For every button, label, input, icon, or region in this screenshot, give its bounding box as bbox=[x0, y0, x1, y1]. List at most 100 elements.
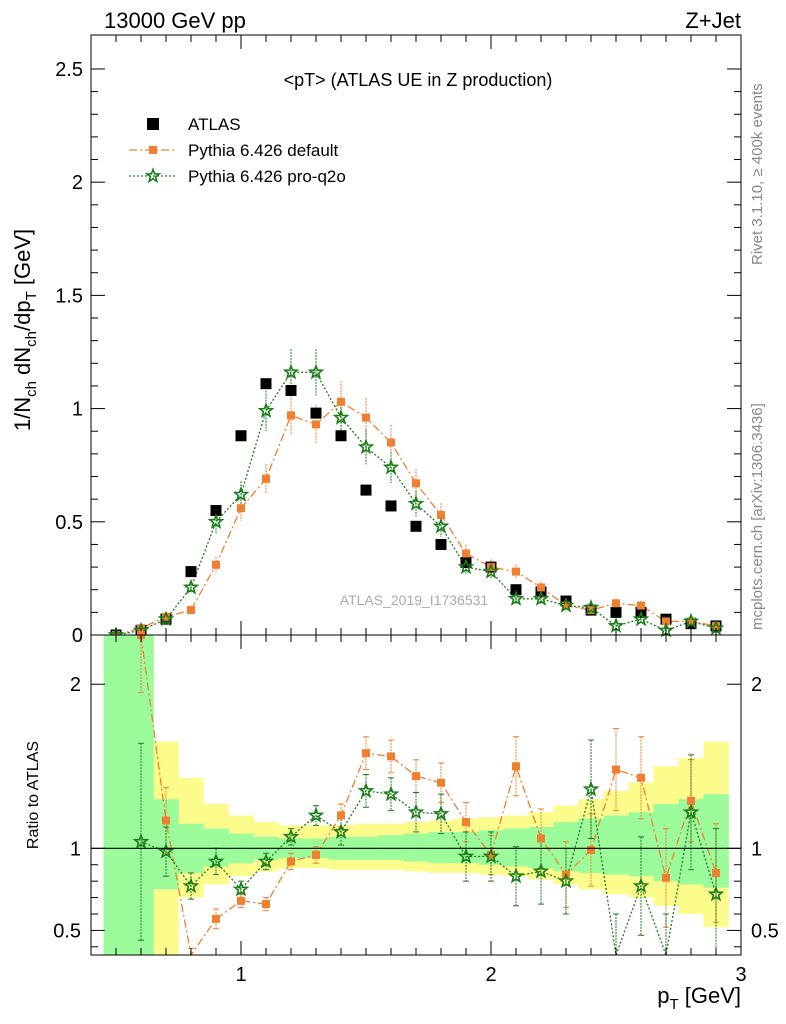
x-tick-label: 2 bbox=[485, 964, 496, 986]
atlas-point bbox=[285, 384, 297, 396]
green-band-bin bbox=[203, 828, 229, 867]
side-label-mcplots: mcplots.cern.ch [arXiv:1306.3436] bbox=[749, 403, 766, 630]
proq2o-point bbox=[432, 517, 450, 534]
legend-marker-atlas bbox=[147, 118, 159, 130]
header-right: Z+Jet bbox=[685, 8, 741, 33]
ratio-proq2o-point bbox=[457, 847, 475, 864]
ratio-proq2o-point bbox=[507, 867, 525, 884]
ratio-default-point bbox=[387, 752, 395, 761]
proq2o-point bbox=[232, 485, 250, 502]
proq2o-point bbox=[582, 599, 600, 615]
proq2o-point bbox=[207, 513, 225, 529]
watermark-label: ATLAS_2019_I1736531 bbox=[340, 592, 489, 608]
ratio-proq2o-point bbox=[432, 805, 450, 821]
default-point bbox=[637, 601, 645, 610]
legend-marker-default bbox=[149, 146, 157, 154]
proq2o-point bbox=[407, 494, 425, 511]
proq2o-point bbox=[682, 612, 700, 629]
ratio-default-point bbox=[362, 749, 370, 758]
default-point bbox=[712, 621, 720, 630]
ratio-proq2o-point bbox=[582, 780, 600, 797]
default-point bbox=[212, 560, 220, 569]
main-y-axis-label: 1/Nch dNch/dpT [GeV] bbox=[10, 229, 40, 431]
ratio-y-axis-label: Ratio to ATLAS bbox=[25, 741, 42, 849]
y-tick-label: 1.5 bbox=[55, 285, 83, 307]
ratio-proq2o-point bbox=[557, 872, 575, 889]
ratio-proq2o-point bbox=[482, 847, 500, 864]
ratio-default-point bbox=[162, 816, 170, 825]
legend-label: Pythia 6.426 default bbox=[188, 141, 339, 160]
legend: ATLAS Pythia 6.426 default Pythia 6.426 pr… bbox=[129, 115, 346, 186]
proq2o-point bbox=[507, 590, 525, 606]
ratio-proq2o-point bbox=[182, 877, 200, 894]
atlas-point bbox=[335, 430, 347, 442]
ratio-default-point bbox=[612, 765, 620, 774]
proq2o-point bbox=[382, 458, 400, 475]
ratio-default-point bbox=[462, 818, 470, 827]
default-point bbox=[237, 504, 245, 513]
ratio-panel-axes: 0.5 0.5 1 1 2 2 1 2 3 bbox=[53, 634, 779, 986]
proq2o-point bbox=[557, 596, 575, 613]
ratio-default-point bbox=[412, 772, 420, 781]
x-axis-label: pT [GeV] bbox=[657, 983, 741, 1013]
ratio-default-point bbox=[487, 850, 495, 859]
default-point bbox=[512, 567, 520, 576]
proq2o-point bbox=[482, 562, 500, 579]
atlas-point bbox=[360, 484, 372, 496]
default-point bbox=[687, 617, 695, 626]
y-tick-label: 0.5 bbox=[55, 512, 83, 534]
legend-label: Pythia 6.426 pro-q2o bbox=[188, 167, 346, 186]
green-band-bin bbox=[603, 815, 629, 875]
atlas-point bbox=[385, 500, 397, 512]
proq2o-point bbox=[257, 402, 275, 418]
ratio-proq2o-point bbox=[632, 877, 650, 894]
ratio-default-point bbox=[587, 845, 595, 854]
y-tick-label: 2.5 bbox=[55, 59, 83, 81]
proq2o-point bbox=[632, 610, 650, 627]
proq2o-point bbox=[157, 610, 175, 627]
atlas-point bbox=[310, 407, 322, 419]
ratio-proq2o-point bbox=[207, 852, 225, 869]
default-point bbox=[412, 479, 420, 488]
default-point bbox=[362, 413, 370, 422]
atlas-point bbox=[260, 378, 272, 390]
ratio-default-point bbox=[512, 762, 520, 771]
ratio-default-point bbox=[287, 857, 295, 866]
ratio-uncertainty-bands bbox=[103, 635, 729, 955]
ratio-panel: 0.5 0.5 1 1 2 2 1 2 3 Ratio to ATLAS pT [GeV] bbox=[25, 631, 779, 1013]
default-point bbox=[162, 612, 170, 621]
green-band-bin bbox=[428, 831, 454, 864]
ratio-default-point bbox=[437, 778, 445, 787]
ratio-proq2o-point bbox=[257, 852, 275, 869]
ratio-proq2o-point bbox=[282, 828, 300, 844]
atlas-point bbox=[210, 504, 222, 516]
default-point bbox=[537, 583, 545, 592]
proq2o-point bbox=[457, 558, 475, 575]
ratio-default-point bbox=[687, 796, 695, 805]
x-tick-label: 3 bbox=[735, 964, 746, 986]
ratio-proq2o-point bbox=[232, 880, 250, 897]
ratio-y-tick-label: 0.5 bbox=[53, 920, 81, 942]
ratio-default-point bbox=[662, 873, 670, 882]
x-tick-label: 1 bbox=[235, 964, 246, 986]
proq2o-point bbox=[357, 438, 375, 455]
proq2o-point bbox=[182, 578, 200, 595]
default-point bbox=[562, 601, 570, 610]
proq2o-point bbox=[332, 408, 350, 425]
ratio-proq2o-point bbox=[707, 885, 725, 902]
ratio-proq2o-point bbox=[332, 823, 350, 840]
y-tick-label: 2 bbox=[72, 172, 83, 194]
green-band-bin bbox=[378, 835, 404, 860]
default-point bbox=[312, 420, 320, 429]
ratio-default-point bbox=[537, 834, 545, 843]
green-band-bin bbox=[103, 635, 154, 955]
ratio-y-tick-label-right: 2 bbox=[751, 674, 762, 696]
atlas-point bbox=[410, 520, 422, 532]
atlas-point bbox=[435, 538, 447, 550]
atlas-point bbox=[510, 584, 522, 596]
main-panel-series bbox=[107, 349, 725, 643]
default-point bbox=[387, 438, 395, 447]
ratio-y-tick-label-right: 1 bbox=[751, 838, 762, 860]
side-label-rivet: Rivet 3.1.10, ≥ 400k events bbox=[749, 83, 766, 265]
